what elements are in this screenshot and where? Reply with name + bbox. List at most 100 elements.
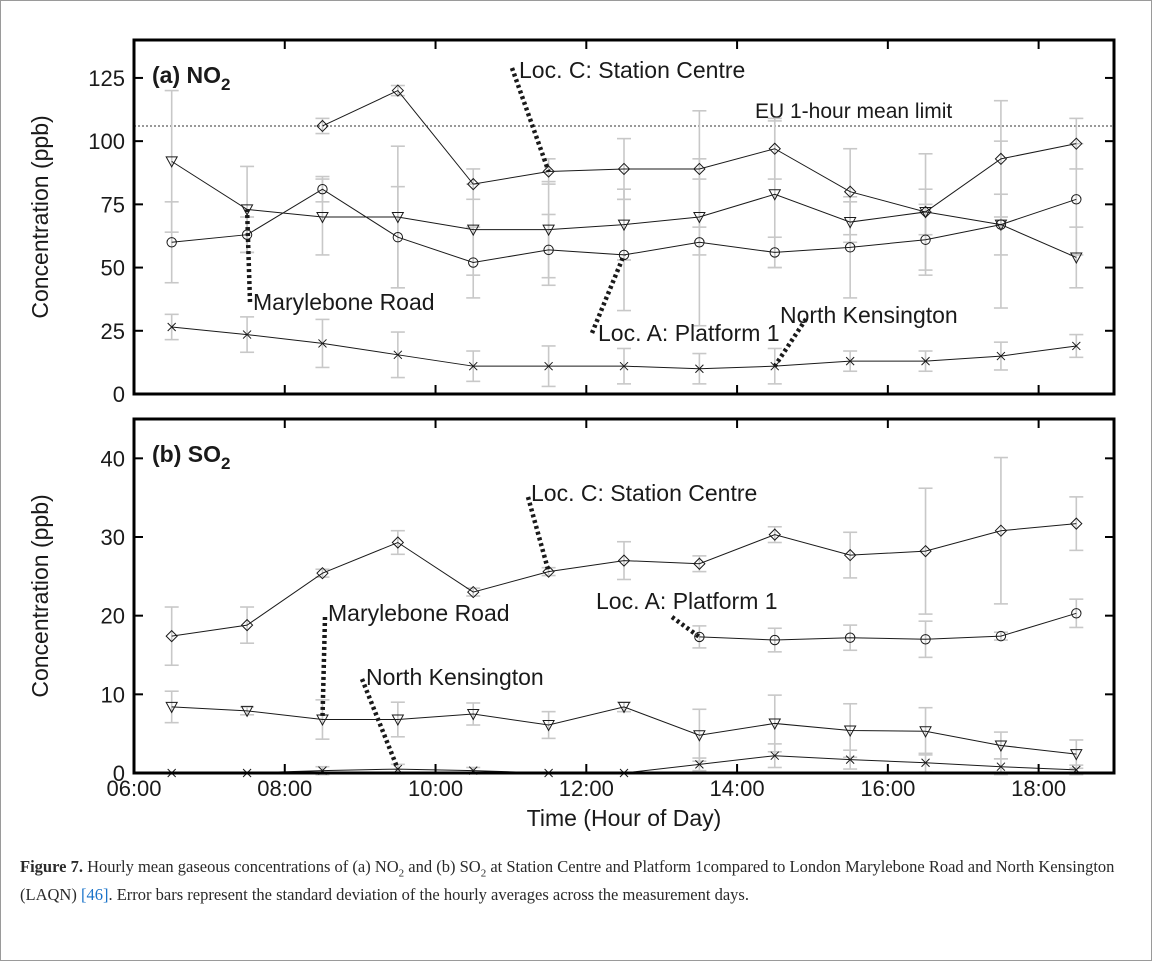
circle-marker xyxy=(769,247,780,258)
x-tick-label: 12:00 xyxy=(559,776,614,801)
triangle-marker xyxy=(919,206,932,219)
annotation-label: Marylebone Road xyxy=(253,289,435,315)
y-tick-label: 40 xyxy=(101,446,125,471)
diamond-marker xyxy=(617,554,631,567)
triangle-marker xyxy=(391,212,405,224)
panel-label: (a) NO2 xyxy=(152,62,230,94)
x-marker xyxy=(845,755,855,764)
y-tick-label: 50 xyxy=(101,256,125,281)
triangle-marker xyxy=(693,212,706,224)
annotation-leader xyxy=(359,678,400,770)
y-tick-label: 125 xyxy=(88,66,125,91)
series-line xyxy=(171,706,1077,755)
diamond-marker xyxy=(994,524,1008,537)
triangle-marker xyxy=(466,709,480,721)
annotation-leader xyxy=(509,67,551,173)
triangle-marker xyxy=(240,705,254,718)
x-tick-label: 14:00 xyxy=(710,776,765,801)
figure-chart: EU 1-hour mean limit Loc. C: Station Cent… xyxy=(27,38,1116,831)
x-marker xyxy=(318,339,327,348)
triangle-marker xyxy=(919,726,932,738)
x-marker xyxy=(996,351,1006,361)
diamond-marker xyxy=(467,585,480,599)
circle-marker xyxy=(995,219,1007,230)
x-marker xyxy=(996,762,1006,772)
annotation-label: Loc. A: Platform 1 xyxy=(596,588,778,614)
annotation-label: Loc. A: Platform 1 xyxy=(598,320,780,346)
series-line xyxy=(699,612,1077,641)
x-marker xyxy=(770,751,780,761)
circle-marker xyxy=(920,634,931,645)
x-marker xyxy=(544,361,553,371)
y-axis-label: Concentration (ppb) xyxy=(27,494,53,697)
annotation-label: Loc. C: Station Centre xyxy=(531,480,757,506)
x-tick-label: 06:00 xyxy=(106,776,161,801)
diamond-marker xyxy=(843,185,857,198)
diamond-marker xyxy=(617,162,631,176)
circle-marker xyxy=(468,257,479,268)
diamond-marker xyxy=(1070,517,1083,530)
triangle-marker xyxy=(542,720,555,732)
caption-figure-label: Figure 7. xyxy=(20,857,83,876)
y-tick-label: 20 xyxy=(101,604,125,629)
diamond-marker xyxy=(391,84,405,97)
x-tick-label: 10:00 xyxy=(408,776,463,801)
x-tick-label: 08:00 xyxy=(257,776,312,801)
annotation-leader xyxy=(589,254,627,334)
circle-marker xyxy=(694,631,705,643)
y-tick-label: 10 xyxy=(101,682,125,707)
series-line xyxy=(171,523,1077,637)
triangle-marker xyxy=(994,740,1008,753)
diamond-marker xyxy=(843,548,857,562)
series-line xyxy=(322,89,1077,213)
x-marker xyxy=(845,356,855,366)
circle-marker xyxy=(844,242,856,253)
y-tick-label: 100 xyxy=(88,129,125,154)
x-tick-label: 18:00 xyxy=(1011,776,1066,801)
x-marker xyxy=(242,330,252,339)
diamond-marker xyxy=(768,528,781,541)
panel-b-so2: Loc. C: Station Centre Loc. A: Platform 1… xyxy=(27,417,1116,831)
caption-sub-1: 2 xyxy=(398,867,405,880)
triangle-marker xyxy=(1069,749,1083,761)
x-marker xyxy=(921,356,930,366)
triangle-marker xyxy=(617,701,631,714)
annotation-label: Marylebone Road xyxy=(328,600,510,626)
x-marker xyxy=(695,364,704,374)
axes-frame xyxy=(132,38,1116,396)
triangle-marker xyxy=(316,212,329,224)
circle-marker xyxy=(1071,608,1082,619)
annotation-label: Loc. C: Station Centre xyxy=(519,57,745,83)
annotation-leader xyxy=(320,616,328,720)
y-tick-label: 0 xyxy=(113,761,125,786)
triangle-marker xyxy=(768,189,782,201)
x-marker xyxy=(393,350,403,360)
circle-marker xyxy=(392,232,404,243)
x-marker xyxy=(619,361,629,371)
y-tick-label: 30 xyxy=(101,525,125,550)
y-tick-label: 25 xyxy=(101,319,125,344)
y-tick-label: 0 xyxy=(113,382,125,407)
axes-frame xyxy=(132,417,1116,775)
diamond-marker xyxy=(467,177,480,191)
caption-reference-link[interactable]: [46] xyxy=(80,885,109,905)
y-tick-label: 75 xyxy=(101,192,125,217)
annotation-leader xyxy=(525,496,551,573)
triangle-marker xyxy=(843,217,857,229)
circle-marker xyxy=(769,634,780,646)
annotation-label: North Kensington xyxy=(780,302,958,328)
diamond-marker xyxy=(316,566,329,580)
diamond-marker xyxy=(391,536,405,549)
panel-label-text: (a) NO xyxy=(152,62,221,88)
caption-text-1: Hourly mean gaseous concentrations of (a… xyxy=(82,857,399,876)
diamond-marker xyxy=(1070,137,1083,150)
triangle-marker xyxy=(466,224,480,237)
circle-marker xyxy=(317,183,328,195)
triangle-marker xyxy=(165,701,179,714)
panel-label: (b) SO2 xyxy=(152,441,230,473)
triangle-marker xyxy=(1069,252,1083,264)
diamond-marker xyxy=(919,544,932,558)
caption-text-2: and (b) SO xyxy=(404,857,481,876)
diamond-marker xyxy=(165,629,178,643)
